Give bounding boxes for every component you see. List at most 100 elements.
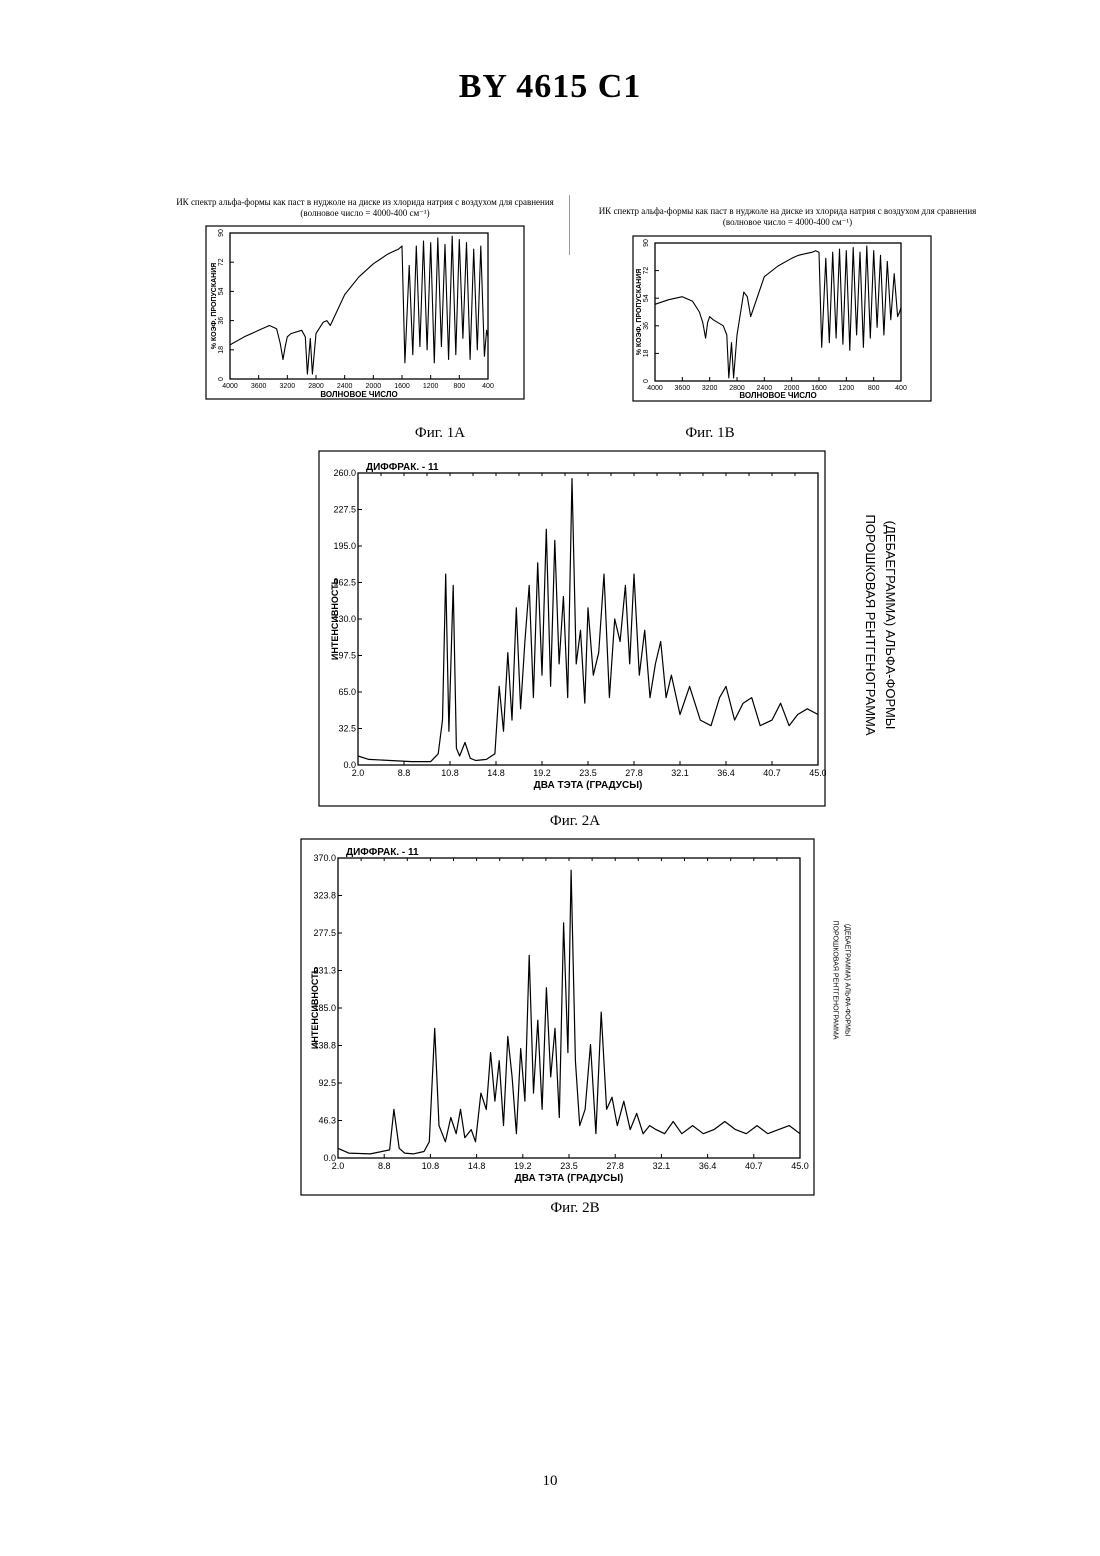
fig1a-series-line xyxy=(230,236,488,374)
fig2b-caption: Фиг. 2B xyxy=(515,1200,635,1217)
fig1a-title-line1: ИК спектр альфа-формы как паст в нуджоле… xyxy=(160,197,570,208)
fig1b-ir-spectrum-chart: 4000360032002800240020001600120080040001… xyxy=(632,235,932,402)
column-divider xyxy=(569,195,570,255)
fig2a-y-tick-label: 32.5 xyxy=(338,724,356,734)
fig1a-x-tick-label: 3600 xyxy=(251,383,267,390)
page-number: 10 xyxy=(0,1473,1100,1490)
fig1a-x-tick-label: 2800 xyxy=(308,383,324,390)
fig1b-x-tick-label: 3200 xyxy=(702,385,718,392)
fig2a-x-tick-label: 36.4 xyxy=(717,768,735,778)
fig2a-side-title-line1: ПОРОШКОВАЯ РЕНТГЕНОГРАММА xyxy=(863,514,878,735)
fig2b-x-axis-label: ДВА ТЭТА (ГРАДУСЫ) xyxy=(515,1173,624,1184)
fig2b-xrd-chart: 2.08.810.814.819.223.527.832.136.440.745… xyxy=(300,838,815,1196)
fig2b-x-tick-label: 14.8 xyxy=(468,1161,486,1171)
fig2b-side-title: ПОРОШКОВАЯ РЕНТГЕНОГРАММА (ДЕБАЕГРАММА) А… xyxy=(824,900,854,1060)
fig2a-x-tick-label: 14.8 xyxy=(487,768,505,778)
fig1a-x-tick-label: 1600 xyxy=(394,383,410,390)
fig1a-y-tick-label: 72 xyxy=(218,258,225,266)
fig1a-title: ИК спектр альфа-формы как паст в нуджоле… xyxy=(160,197,570,219)
fig1b-x-axis-label: ВОЛНОВОЕ ЧИСЛО xyxy=(739,391,816,400)
fig1a-x-tick-label: 800 xyxy=(453,383,465,390)
fig1b-outer-frame xyxy=(633,236,931,401)
fig2a-side-title: ПОРОШКОВАЯ РЕНТГЕНОГРАММА (ДЕБАЕГРАММА) А… xyxy=(850,500,900,750)
fig2a-y-tick-label: 97.5 xyxy=(338,651,356,661)
fig2b-x-tick-label: 32.1 xyxy=(653,1161,671,1171)
fig2a-caption: Фиг. 2A xyxy=(515,813,635,830)
fig1b-x-tick-label: 1200 xyxy=(839,385,855,392)
fig1a-y-tick-label: 54 xyxy=(218,287,225,295)
fig1a-caption: Фиг. 1A xyxy=(380,425,500,442)
fig1b-series-line xyxy=(655,246,901,378)
fig2a-header-label: ДИФФРАК. - 11 xyxy=(366,462,439,473)
fig1a-x-tick-label: 400 xyxy=(482,383,494,390)
fig1b-caption: Фиг. 1B xyxy=(650,425,770,442)
fig2b-y-tick-label: 0.0 xyxy=(323,1153,336,1163)
fig1b-y-tick-label: 18 xyxy=(643,349,650,357)
fig1b-title: ИК спектр альфа-формы как паст в нуджоле… xyxy=(580,206,995,228)
fig2b-x-tick-label: 36.4 xyxy=(699,1161,717,1171)
fig1a-plot-area xyxy=(230,233,488,379)
fig1a-y-tick-label: 18 xyxy=(218,346,225,354)
fig2a-side-title-line2: (ДЕБАЕГРАММА) АЛЬФА-ФОРМЫ xyxy=(883,521,898,730)
fig1a-x-tick-label: 3200 xyxy=(280,383,296,390)
fig2b-y-tick-label: 46.3 xyxy=(318,1116,336,1126)
fig1a-y-tick-label: 90 xyxy=(218,229,225,237)
fig2b-outer-frame xyxy=(301,839,814,1195)
fig2a-x-tick-label: 40.7 xyxy=(763,768,781,778)
fig2a-xrd-chart: 2.08.810.814.819.223.527.832.136.440.745… xyxy=(318,450,826,807)
fig1a-x-tick-label: 4000 xyxy=(222,383,238,390)
document-title: BY 4615 C1 xyxy=(0,68,1100,106)
fig1b-y-tick-label: 72 xyxy=(643,267,650,275)
fig2b-y-tick-label: 277.5 xyxy=(313,928,336,938)
fig2a-y-tick-label: 0.0 xyxy=(343,760,356,770)
fig2b-x-tick-label: 8.8 xyxy=(378,1161,391,1171)
fig2b-x-tick-label: 27.8 xyxy=(606,1161,624,1171)
fig2b-y-axis-label: ИНТЕНСИВНОСТЬ xyxy=(310,966,320,1049)
fig2a-x-tick-label: 19.2 xyxy=(533,768,551,778)
fig2b-x-tick-label: 19.2 xyxy=(514,1161,532,1171)
fig1a-x-tick-label: 1200 xyxy=(423,383,439,390)
fig1b-y-tick-label: 0 xyxy=(643,379,650,383)
fig2b-x-tick-label: 40.7 xyxy=(745,1161,763,1171)
fig1b-y-tick-label: 90 xyxy=(643,239,650,247)
fig1a-y-tick-label: 36 xyxy=(218,317,225,325)
fig2b-x-tick-label: 45.0 xyxy=(791,1161,809,1171)
fig1a-title-line2: (волновое число = 4000-400 см⁻¹) xyxy=(160,208,570,219)
fig1b-title-line1: ИК спектр альфа-формы как паст в нуджоле… xyxy=(580,206,995,217)
fig1b-y-tick-label: 36 xyxy=(643,322,650,330)
fig2a-y-tick-label: 260.0 xyxy=(333,468,356,478)
fig1b-y-tick-label: 54 xyxy=(643,294,650,302)
fig1b-y-axis-label: % КОЭФ. ПРОПУСКАНИЯ xyxy=(636,269,643,356)
fig2a-y-tick-label: 65.0 xyxy=(338,687,356,697)
fig2b-series-line xyxy=(338,870,800,1154)
fig1b-x-tick-label: 800 xyxy=(868,385,880,392)
fig2b-side-title-line1: ПОРОШКОВАЯ РЕНТГЕНОГРАММА xyxy=(832,920,839,1039)
fig1a-x-tick-label: 2400 xyxy=(337,383,353,390)
fig1b-x-tick-label: 4000 xyxy=(647,385,663,392)
fig2a-x-tick-label: 23.5 xyxy=(579,768,597,778)
fig2a-y-tick-label: 227.5 xyxy=(333,505,356,515)
fig2b-y-tick-label: 323.8 xyxy=(313,891,336,901)
fig1a-y-axis-label: % КОЭФ. ПРОПУСКАНИЯ xyxy=(211,263,218,350)
fig1a-ir-spectrum-chart: 4000360032002800240020001600120080040001… xyxy=(205,225,525,400)
fig1a-x-axis-label: ВОЛНОВОЕ ЧИСЛО xyxy=(320,390,397,399)
fig2b-x-tick-label: 10.8 xyxy=(422,1161,440,1171)
fig2b-y-tick-label: 92.5 xyxy=(318,1078,336,1088)
fig2b-header-label: ДИФФРАК. - 11 xyxy=(346,847,419,858)
fig1a-y-tick-label: 0 xyxy=(218,377,225,381)
fig2a-series-line xyxy=(358,479,818,762)
fig2a-y-axis-label: ИНТЕНСИВНОСТЬ xyxy=(330,577,340,660)
fig2b-x-tick-label: 23.5 xyxy=(560,1161,578,1171)
fig2a-x-tick-label: 10.8 xyxy=(441,768,459,778)
fig2a-x-tick-label: 45.0 xyxy=(809,768,826,778)
fig2a-x-tick-label: 27.8 xyxy=(625,768,643,778)
fig1b-x-tick-label: 400 xyxy=(895,385,907,392)
fig2a-x-axis-label: ДВА ТЭТА (ГРАДУСЫ) xyxy=(534,780,643,791)
fig2a-y-tick-label: 195.0 xyxy=(333,541,356,551)
fig2b-side-title-line2: (ДЕБАЕГРАММА) АЛЬФА-ФОРМЫ xyxy=(844,924,851,1036)
fig2b-y-tick-label: 370.0 xyxy=(313,853,336,863)
fig1b-x-tick-label: 3600 xyxy=(675,385,691,392)
fig1b-title-line2: (волновое число = 4000-400 см⁻¹) xyxy=(580,217,995,228)
fig2a-x-tick-label: 32.1 xyxy=(671,768,689,778)
fig2a-x-tick-label: 8.8 xyxy=(398,768,411,778)
